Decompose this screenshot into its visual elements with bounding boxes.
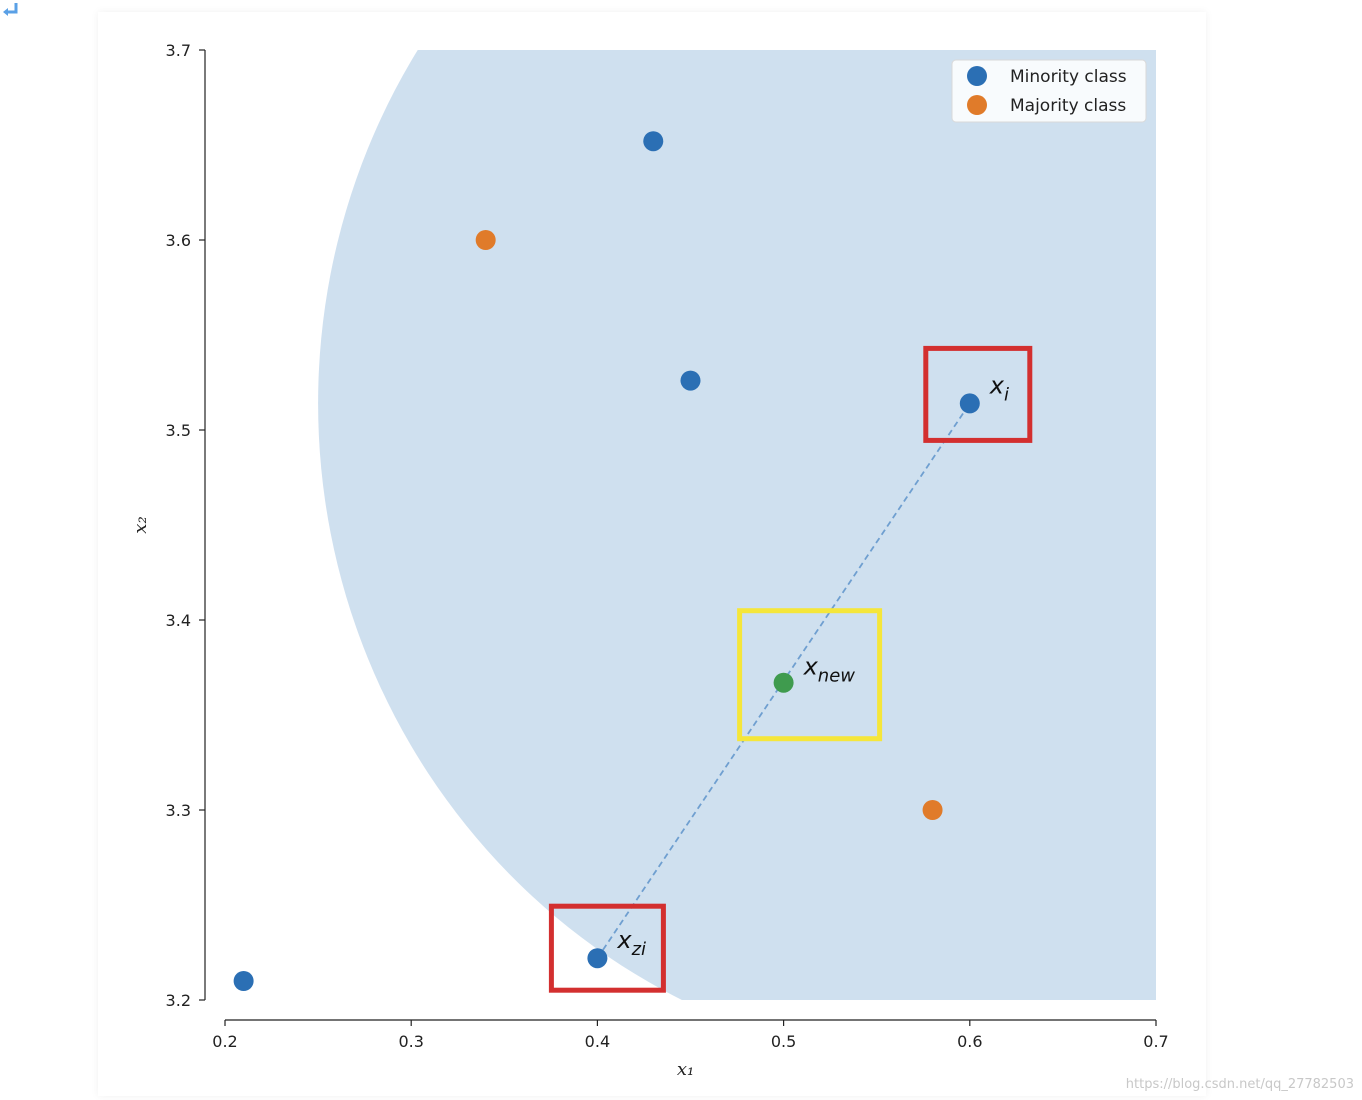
y-axis-label: x₂ xyxy=(130,516,151,533)
x-tick-label: 0.7 xyxy=(1143,1032,1168,1051)
x-tick-label: 0.4 xyxy=(585,1032,610,1051)
y-tick-label: 3.7 xyxy=(166,41,191,60)
new-synthetic-point xyxy=(773,672,794,693)
x-tick-label: 0.6 xyxy=(957,1032,982,1051)
minority-point xyxy=(680,370,701,391)
minority-point xyxy=(643,131,664,152)
y-tick-label: 3.2 xyxy=(166,991,191,1010)
legend-label: Majority class xyxy=(1010,96,1126,116)
majority-point xyxy=(922,800,943,820)
watermark-text: https://blog.csdn.net/qq_27782503 xyxy=(1125,1077,1354,1092)
majority-point xyxy=(475,230,496,250)
point-label-xi: xi xyxy=(989,371,1009,405)
point-label-xnew: xnew xyxy=(803,653,856,687)
point-label-xzi: xzi xyxy=(616,926,646,960)
annotation-box-xi xyxy=(923,345,1033,443)
minority-point xyxy=(587,948,608,969)
minority-point xyxy=(959,393,980,414)
x-axis-label: x₁ xyxy=(677,1059,694,1080)
y-tick-label: 3.4 xyxy=(166,611,191,630)
legend-label: Minority class xyxy=(1010,67,1127,87)
x-tick-label: 0.3 xyxy=(398,1032,423,1051)
minority-point xyxy=(233,971,254,991)
annotation-box-xzi xyxy=(548,903,666,993)
annotation-box-xnew xyxy=(737,608,883,742)
return-arrow-icon xyxy=(3,3,18,16)
legend-marker xyxy=(967,66,987,86)
y-tick-label: 3.5 xyxy=(166,421,191,440)
legend-marker xyxy=(967,95,987,115)
shaded-region xyxy=(318,50,1156,1000)
y-tick-label: 3.3 xyxy=(166,801,191,820)
y-tick-label: 3.6 xyxy=(166,231,191,250)
legend-box xyxy=(951,59,1147,123)
x-tick-label: 0.2 xyxy=(212,1032,237,1051)
x-tick-label: 0.5 xyxy=(771,1032,796,1051)
